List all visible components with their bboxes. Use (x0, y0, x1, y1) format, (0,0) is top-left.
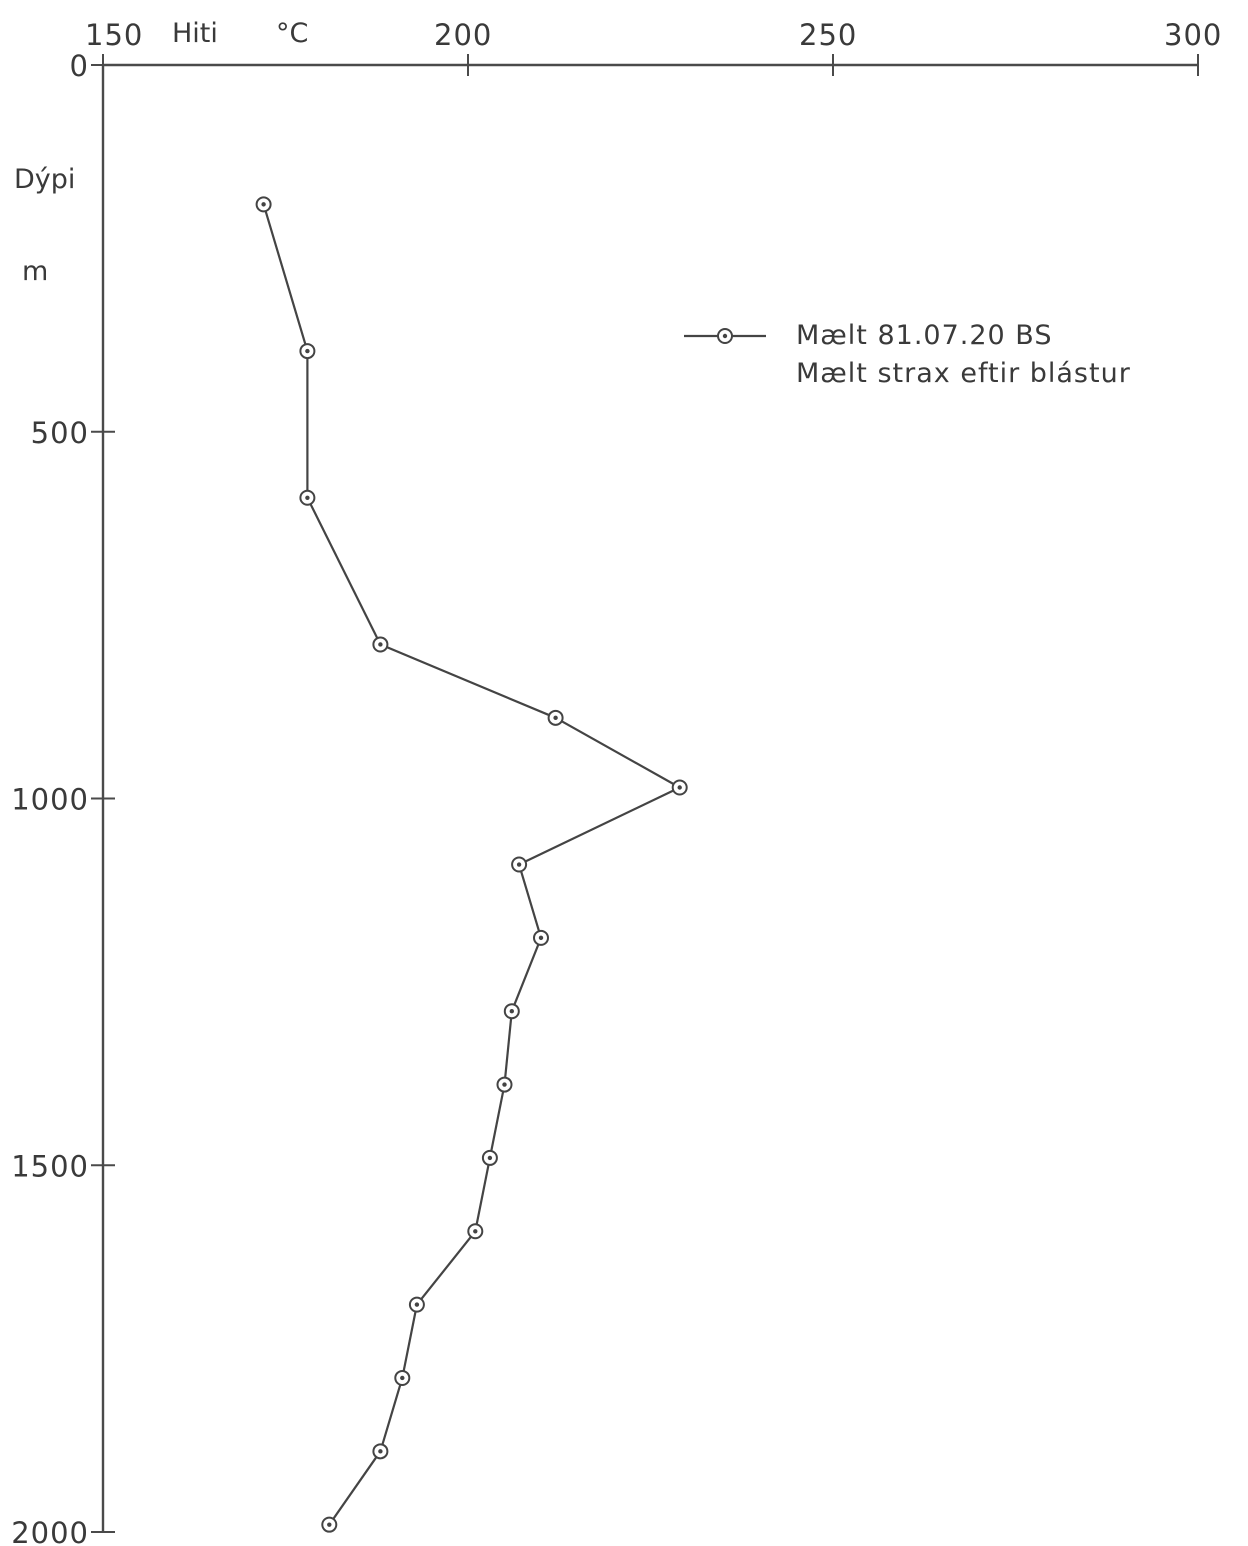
x-tick-label: 150 (85, 18, 143, 52)
y-tick-label: 0 (70, 49, 89, 83)
data-point (533, 929, 549, 946)
data-point (372, 636, 389, 653)
x-axis-label: Hiti (172, 18, 218, 49)
series-segment (555, 716, 681, 789)
data-point (496, 1076, 513, 1093)
legend-marker-dot (722, 333, 728, 339)
data-point (511, 856, 528, 873)
x-axis-unit: °C (276, 18, 308, 49)
data-point-dot (516, 862, 522, 867)
data-point-dot (502, 1082, 507, 1087)
y-tick-label: 500 (31, 416, 89, 450)
y-tick-label: 2000 (11, 1516, 89, 1546)
data-point (547, 709, 564, 726)
x-tick-label: 200 (434, 18, 492, 52)
x-ticks: 150 200 250 300 (85, 18, 1222, 76)
x-tick-label: 300 (1164, 18, 1222, 52)
y-ticks: 0 500 1000 1500 2000 (11, 49, 115, 1546)
series-segment (328, 1450, 382, 1526)
data-point-dot (553, 715, 558, 721)
y-axis-unit: m (22, 256, 48, 287)
data-point-dot (261, 202, 266, 207)
data-point-dot (487, 1155, 493, 1161)
series-segment (379, 1377, 404, 1452)
data-point (255, 196, 272, 213)
data-point-dot (327, 1522, 332, 1527)
data-point-dot (677, 785, 682, 790)
series-segment (416, 1230, 477, 1306)
data-point (299, 489, 316, 506)
data-point (321, 1516, 338, 1533)
x-tick-label: 250 (799, 18, 857, 52)
data-point (671, 779, 688, 796)
y-tick-label: 1500 (11, 1149, 89, 1183)
data-point-dot (378, 1449, 383, 1454)
legend-label-line2: Mælt strax eftir blástur (796, 358, 1131, 389)
y-axis-label: Dýpi (14, 164, 75, 195)
data-point (408, 1296, 425, 1313)
data-point-dot (400, 1375, 405, 1381)
data-point (467, 1223, 484, 1240)
data-point (372, 1443, 389, 1460)
data-point-dot (473, 1229, 478, 1234)
legend-label-line1: Mælt 81.07.20 BS (796, 320, 1052, 351)
series-group (255, 196, 688, 1533)
series-segment (474, 1157, 491, 1232)
data-point-dot (414, 1302, 420, 1307)
data-point (481, 1149, 498, 1166)
series-segment (488, 1084, 506, 1159)
data-point-dot (509, 1009, 514, 1014)
series-segment (503, 1011, 513, 1085)
series-segment (401, 1304, 418, 1379)
data-point-dot (378, 642, 383, 647)
series-segment (518, 786, 681, 866)
data-point-dot (305, 495, 310, 500)
y-tick-label: 1000 (11, 783, 89, 817)
data-point (394, 1369, 411, 1386)
data-point (503, 1003, 520, 1020)
series-segment (510, 937, 543, 1012)
series-segment (518, 864, 543, 939)
series-segment (262, 204, 309, 352)
axes (101, 63, 1198, 1532)
series-segment (379, 643, 557, 719)
series-segment (306, 497, 382, 645)
data-point-dot (305, 348, 310, 354)
data-point-dot (538, 935, 544, 941)
legend: Mælt 81.07.20 BS Mælt strax eftir blástu… (684, 320, 1131, 389)
data-point (299, 343, 316, 360)
